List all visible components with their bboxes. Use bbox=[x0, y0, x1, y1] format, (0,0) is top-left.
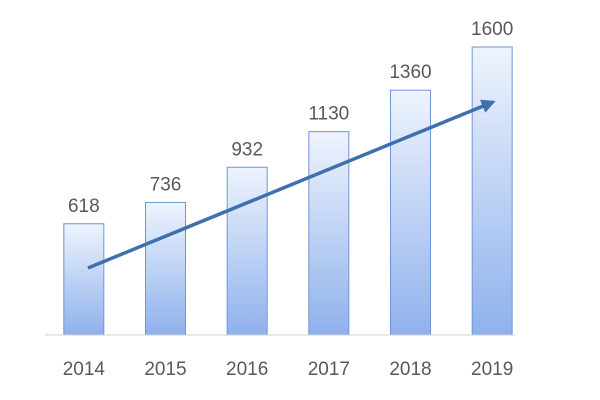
value-label: 1360 bbox=[389, 62, 431, 83]
value-label: 618 bbox=[68, 196, 100, 217]
x-tick-label: 2017 bbox=[308, 359, 350, 380]
x-tick-label: 2016 bbox=[226, 359, 268, 380]
value-label: 1600 bbox=[471, 19, 513, 40]
x-tick-label: 2019 bbox=[471, 359, 513, 380]
bar bbox=[471, 46, 513, 336]
bar bbox=[145, 202, 186, 336]
value-label: 1130 bbox=[308, 104, 349, 125]
x-tick-label: 2014 bbox=[63, 359, 106, 380]
value-label: 736 bbox=[150, 175, 182, 196]
bar bbox=[390, 89, 431, 336]
x-tick-label: 2015 bbox=[144, 359, 186, 380]
bar bbox=[63, 223, 105, 336]
trend-arrow bbox=[87, 99, 496, 270]
bars bbox=[63, 46, 513, 336]
bar bbox=[226, 166, 268, 336]
x-tick-label: 2018 bbox=[389, 359, 431, 380]
value-label: 932 bbox=[231, 139, 263, 160]
